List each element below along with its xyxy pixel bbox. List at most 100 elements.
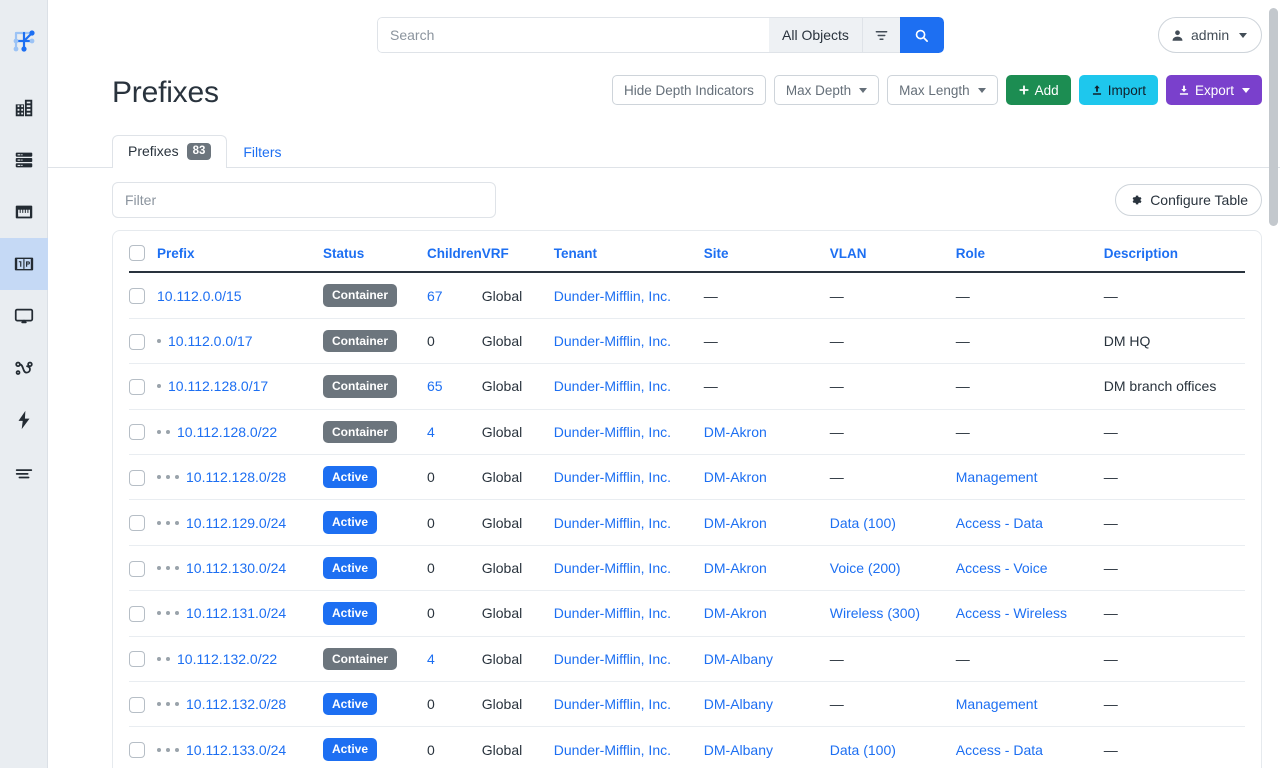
column-header-tenant[interactable]: Tenant xyxy=(553,231,704,274)
cell-tenant[interactable]: Dunder-Mifflin, Inc. xyxy=(553,696,671,713)
cell-site[interactable]: DM-Akron xyxy=(703,559,767,576)
filter-input[interactable] xyxy=(112,182,496,218)
column-header-vrf[interactable]: VRF xyxy=(481,231,554,274)
cell-prefix[interactable]: 10.112.131.0/24 xyxy=(186,605,287,622)
row-checkbox[interactable] xyxy=(129,469,145,486)
prefixes-table-card: Prefix Status Children VRF Tenant Site V… xyxy=(112,230,1262,768)
configure-table-button[interactable]: Configure Table xyxy=(1115,184,1262,216)
row-checkbox[interactable] xyxy=(129,424,145,441)
netbox-logo-icon[interactable] xyxy=(0,18,48,64)
cell-prefix[interactable]: 10.112.130.0/24 xyxy=(186,559,287,576)
cell-tenant[interactable]: Dunder-Mifflin, Inc. xyxy=(553,514,671,531)
cell-children[interactable]: 4 xyxy=(427,650,435,667)
page-scrollbar-thumb[interactable] xyxy=(1269,8,1278,226)
row-checkbox[interactable] xyxy=(129,651,145,668)
cell-prefix[interactable]: 10.112.128.0/17 xyxy=(168,378,269,395)
sidebar-item-organization[interactable] xyxy=(0,82,48,134)
sidebar xyxy=(0,0,48,768)
tab-bar: Prefixes 83 Filters xyxy=(48,132,1280,168)
sidebar-item-devices[interactable] xyxy=(0,134,48,186)
depth-dot xyxy=(166,475,170,480)
cell-tenant[interactable]: Dunder-Mifflin, Inc. xyxy=(553,423,671,440)
cell-vrf: Global xyxy=(481,409,554,456)
search-scope-selector[interactable]: All Objects xyxy=(769,17,862,53)
cell-site[interactable]: DM-Albany xyxy=(703,696,774,713)
cell-tenant[interactable]: Dunder-Mifflin, Inc. xyxy=(553,287,671,304)
cell-prefix[interactable]: 10.112.132.0/22 xyxy=(177,650,278,667)
user-menu-button[interactable]: admin xyxy=(1158,17,1262,53)
column-header-site[interactable]: Site xyxy=(703,231,830,274)
page-scrollbar[interactable] xyxy=(1269,0,1278,768)
cell-prefix[interactable]: 10.112.0.0/17 xyxy=(168,333,253,350)
cell-children[interactable]: 4 xyxy=(427,423,435,440)
sidebar-item-power[interactable] xyxy=(0,394,48,446)
cell-vlan[interactable]: Voice (200) xyxy=(829,559,901,576)
add-button[interactable]: Add xyxy=(1005,75,1071,105)
cell-prefix[interactable]: 10.112.132.0/28 xyxy=(186,696,287,713)
row-checkbox[interactable] xyxy=(129,696,145,713)
cell-site[interactable]: DM-Akron xyxy=(703,423,767,440)
cell-prefix[interactable]: 10.112.0.0/15 xyxy=(157,287,242,304)
cell-tenant[interactable]: Dunder-Mifflin, Inc. xyxy=(553,650,671,667)
cell-tenant[interactable]: Dunder-Mifflin, Inc. xyxy=(553,333,671,350)
cell-tenant[interactable]: Dunder-Mifflin, Inc. xyxy=(553,605,671,622)
sidebar-item-ipam[interactable] xyxy=(0,238,48,290)
row-checkbox[interactable] xyxy=(129,606,145,623)
cell-tenant[interactable]: Dunder-Mifflin, Inc. xyxy=(553,469,671,486)
cell-children[interactable]: 65 xyxy=(427,378,443,395)
row-checkbox[interactable] xyxy=(129,742,145,759)
cell-role[interactable]: Access - Voice xyxy=(955,559,1048,576)
cell-prefix[interactable]: 10.112.129.0/24 xyxy=(186,514,287,531)
search-input[interactable] xyxy=(377,17,769,53)
tab-prefixes[interactable]: Prefixes 83 xyxy=(112,134,228,168)
cell-role[interactable]: Access - Data xyxy=(955,514,1043,531)
column-header-children[interactable]: Children xyxy=(427,231,482,274)
cell-site[interactable]: DM-Akron xyxy=(703,469,767,486)
cell-role[interactable]: Access - Data xyxy=(955,741,1043,758)
column-header-vlan[interactable]: VLAN xyxy=(829,231,956,274)
max-depth-dropdown[interactable]: Max Depth xyxy=(773,75,880,105)
cell-children[interactable]: 67 xyxy=(427,287,443,304)
sidebar-item-other[interactable] xyxy=(0,446,48,498)
export-dropdown[interactable]: Export xyxy=(1165,75,1262,105)
cell-role[interactable]: Management xyxy=(955,696,1038,713)
depth-dot xyxy=(157,656,161,661)
tab-filters[interactable]: Filters xyxy=(227,136,297,168)
cell-prefix[interactable]: 10.112.128.0/28 xyxy=(186,469,287,486)
hide-depth-indicators-button[interactable]: Hide Depth Indicators xyxy=(612,75,766,105)
cell-role[interactable]: Access - Wireless xyxy=(955,605,1067,622)
row-checkbox[interactable] xyxy=(129,379,145,396)
row-checkbox[interactable] xyxy=(129,515,145,532)
search-filter-button[interactable] xyxy=(861,17,900,53)
cell-vlan[interactable]: Data (100) xyxy=(829,514,896,531)
cell-tenant[interactable]: Dunder-Mifflin, Inc. xyxy=(553,559,671,576)
sidebar-item-virtualization[interactable] xyxy=(0,290,48,342)
search-submit-button[interactable] xyxy=(899,17,944,53)
row-checkbox[interactable] xyxy=(129,560,145,577)
cell-site[interactable]: DM-Akron xyxy=(703,514,767,531)
row-checkbox[interactable] xyxy=(129,333,145,350)
cell-prefix[interactable]: 10.112.128.0/22 xyxy=(177,423,278,440)
cell-site[interactable]: DM-Albany xyxy=(703,650,774,667)
cell-role[interactable]: Management xyxy=(955,469,1038,486)
import-button[interactable]: Import xyxy=(1078,75,1158,105)
depth-dot xyxy=(157,565,161,570)
column-header-role[interactable]: Role xyxy=(955,231,1104,274)
column-header-description[interactable]: Description xyxy=(1103,231,1245,274)
cell-role: — xyxy=(955,650,970,667)
select-all-checkbox[interactable] xyxy=(129,245,145,262)
server-rack-icon xyxy=(15,152,32,168)
cell-vlan[interactable]: Wireless (300) xyxy=(829,605,921,622)
row-checkbox[interactable] xyxy=(129,288,145,305)
cell-tenant[interactable]: Dunder-Mifflin, Inc. xyxy=(553,378,671,395)
sidebar-item-connections[interactable] xyxy=(0,186,48,238)
column-header-status[interactable]: Status xyxy=(323,231,427,274)
cell-site[interactable]: DM-Akron xyxy=(703,605,767,622)
sidebar-item-circuits[interactable] xyxy=(0,342,48,394)
max-length-dropdown[interactable]: Max Length xyxy=(887,75,998,105)
cell-tenant[interactable]: Dunder-Mifflin, Inc. xyxy=(553,741,671,758)
column-header-prefix[interactable]: Prefix xyxy=(157,231,323,274)
cell-prefix[interactable]: 10.112.133.0/24 xyxy=(186,741,287,758)
cell-site[interactable]: DM-Albany xyxy=(703,741,774,758)
cell-vlan[interactable]: Data (100) xyxy=(829,741,896,758)
